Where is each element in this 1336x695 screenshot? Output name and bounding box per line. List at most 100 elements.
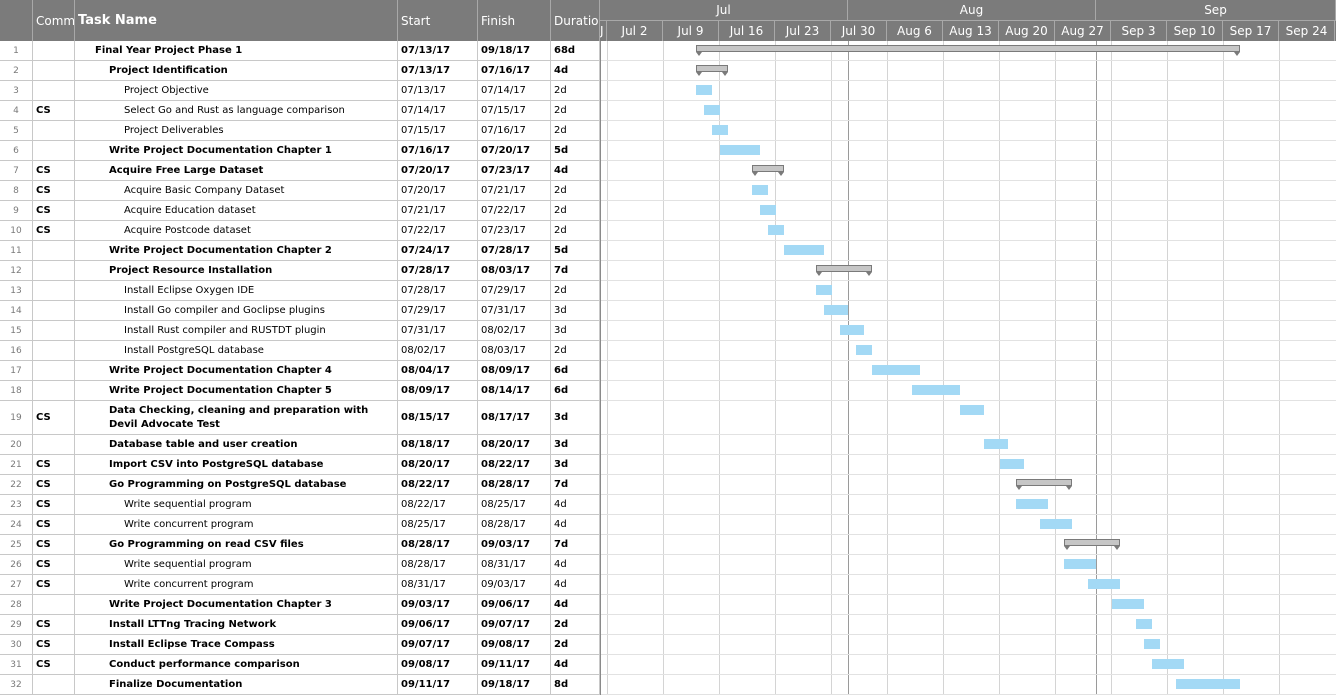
- task-finish[interactable]: 08/02/17: [478, 321, 551, 340]
- task-comments[interactable]: [33, 281, 75, 300]
- task-start[interactable]: 09/11/17: [398, 675, 478, 694]
- row-number[interactable]: 3: [0, 81, 33, 100]
- task-start[interactable]: 07/20/17: [398, 161, 478, 180]
- task-finish[interactable]: 08/14/17: [478, 381, 551, 400]
- task-duration[interactable]: 3d: [551, 401, 600, 434]
- task-comments[interactable]: CS: [33, 655, 75, 674]
- task-start[interactable]: 08/20/17: [398, 455, 478, 474]
- task-row[interactable]: 1 Final Year Project Phase 1 07/13/17 09/18…: [0, 41, 600, 61]
- task-bar[interactable]: [784, 245, 824, 255]
- task-comments[interactable]: [33, 301, 75, 320]
- task-name[interactable]: Install LTTng Tracing Network: [75, 615, 398, 634]
- task-name[interactable]: Conduct performance comparison: [75, 655, 398, 674]
- task-finish[interactable]: 09/18/17: [478, 41, 551, 60]
- task-name[interactable]: Acquire Free Large Dataset: [75, 161, 398, 180]
- task-row[interactable]: 6 Write Project Documentation Chapter 1 07…: [0, 141, 600, 161]
- task-name[interactable]: Install PostgreSQL database: [75, 341, 398, 360]
- task-bar[interactable]: [752, 185, 768, 195]
- task-comments[interactable]: CS: [33, 401, 75, 434]
- task-finish[interactable]: 09/07/17: [478, 615, 551, 634]
- task-name[interactable]: Project Deliverables: [75, 121, 398, 140]
- task-finish[interactable]: 08/31/17: [478, 555, 551, 574]
- row-number[interactable]: 18: [0, 381, 33, 400]
- task-start[interactable]: 08/25/17: [398, 515, 478, 534]
- task-duration[interactable]: 4d: [551, 61, 600, 80]
- task-row[interactable]: 32 Finalize Documentation 09/11/17 09/18/17…: [0, 675, 600, 695]
- task-name[interactable]: Write Project Documentation Chapter 5: [75, 381, 398, 400]
- task-duration[interactable]: 4d: [551, 575, 600, 594]
- row-number[interactable]: 7: [0, 161, 33, 180]
- task-finish[interactable]: 08/22/17: [478, 455, 551, 474]
- task-comments[interactable]: [33, 121, 75, 140]
- task-row[interactable]: 24 CS Write concurrent program 08/25/17 08/2…: [0, 515, 600, 535]
- task-comments[interactable]: [33, 321, 75, 340]
- task-comments[interactable]: CS: [33, 101, 75, 120]
- task-comments[interactable]: [33, 41, 75, 60]
- task-bar[interactable]: [960, 405, 984, 415]
- task-finish[interactable]: 09/18/17: [478, 675, 551, 694]
- task-name[interactable]: Select Go and Rust as language compariso…: [75, 101, 398, 120]
- task-row[interactable]: 29 CS Install LTTng Tracing Network 09/06/1…: [0, 615, 600, 635]
- summary-bar[interactable]: [1064, 539, 1120, 550]
- task-comments[interactable]: CS: [33, 495, 75, 514]
- task-start[interactable]: 07/24/17: [398, 241, 478, 260]
- row-number[interactable]: 26: [0, 555, 33, 574]
- task-bar[interactable]: [1000, 459, 1024, 469]
- task-row[interactable]: 5 Project Deliverables 07/15/17 07/16/17 2d: [0, 121, 600, 141]
- task-name[interactable]: Install Go compiler and Goclipse plugins: [75, 301, 398, 320]
- task-row[interactable]: 23 CS Write sequential program 08/22/17 08/2…: [0, 495, 600, 515]
- task-comments[interactable]: [33, 241, 75, 260]
- task-duration[interactable]: 2d: [551, 615, 600, 634]
- task-comments[interactable]: CS: [33, 635, 75, 654]
- row-number[interactable]: 30: [0, 635, 33, 654]
- task-name[interactable]: Write concurrent program: [75, 575, 398, 594]
- task-duration[interactable]: 7d: [551, 535, 600, 554]
- task-start[interactable]: 07/13/17: [398, 41, 478, 60]
- task-row[interactable]: 3 Project Objective 07/13/17 07/14/17 2d: [0, 81, 600, 101]
- task-name[interactable]: Data Checking, cleaning and preparation …: [75, 401, 398, 434]
- task-finish[interactable]: 07/15/17: [478, 101, 551, 120]
- task-finish[interactable]: 08/03/17: [478, 341, 551, 360]
- task-row[interactable]: 14 Install Go compiler and Goclipse plugi…: [0, 301, 600, 321]
- task-bar[interactable]: [1016, 499, 1048, 509]
- task-comments[interactable]: CS: [33, 475, 75, 494]
- task-name[interactable]: Install Rust compiler and RUSTDT plugin: [75, 321, 398, 340]
- row-number[interactable]: 13: [0, 281, 33, 300]
- grid-chart-divider[interactable]: [600, 41, 601, 695]
- task-finish[interactable]: 07/21/17: [478, 181, 551, 200]
- task-comments[interactable]: [33, 81, 75, 100]
- task-duration[interactable]: 3d: [551, 301, 600, 320]
- task-comments[interactable]: [33, 61, 75, 80]
- task-bar[interactable]: [1040, 519, 1072, 529]
- row-number[interactable]: 25: [0, 535, 33, 554]
- row-number[interactable]: 10: [0, 221, 33, 240]
- row-number[interactable]: 1: [0, 41, 33, 60]
- task-name[interactable]: Go Programming on read CSV files: [75, 535, 398, 554]
- row-number[interactable]: 27: [0, 575, 33, 594]
- task-comments[interactable]: CS: [33, 555, 75, 574]
- task-comments[interactable]: CS: [33, 515, 75, 534]
- task-row[interactable]: 15 Install Rust compiler and RUSTDT plugi…: [0, 321, 600, 341]
- task-bar[interactable]: [720, 145, 760, 155]
- task-duration[interactable]: 3d: [551, 321, 600, 340]
- task-bar[interactable]: [1088, 579, 1120, 589]
- task-finish[interactable]: 07/20/17: [478, 141, 551, 160]
- row-number[interactable]: 32: [0, 675, 33, 694]
- task-start[interactable]: 07/28/17: [398, 261, 478, 280]
- row-number[interactable]: 8: [0, 181, 33, 200]
- task-comments[interactable]: [33, 341, 75, 360]
- task-duration[interactable]: 5d: [551, 241, 600, 260]
- task-name[interactable]: Acquire Basic Company Dataset: [75, 181, 398, 200]
- task-bar[interactable]: [824, 305, 848, 315]
- task-start[interactable]: 07/15/17: [398, 121, 478, 140]
- task-name[interactable]: Project Identification: [75, 61, 398, 80]
- task-finish[interactable]: 07/16/17: [478, 121, 551, 140]
- task-duration[interactable]: 2d: [551, 341, 600, 360]
- row-number[interactable]: 15: [0, 321, 33, 340]
- task-bar[interactable]: [712, 125, 728, 135]
- task-bar[interactable]: [912, 385, 960, 395]
- summary-bar[interactable]: [696, 65, 728, 76]
- summary-bar[interactable]: [1016, 479, 1072, 490]
- summary-bar[interactable]: [816, 265, 872, 276]
- task-comments[interactable]: CS: [33, 535, 75, 554]
